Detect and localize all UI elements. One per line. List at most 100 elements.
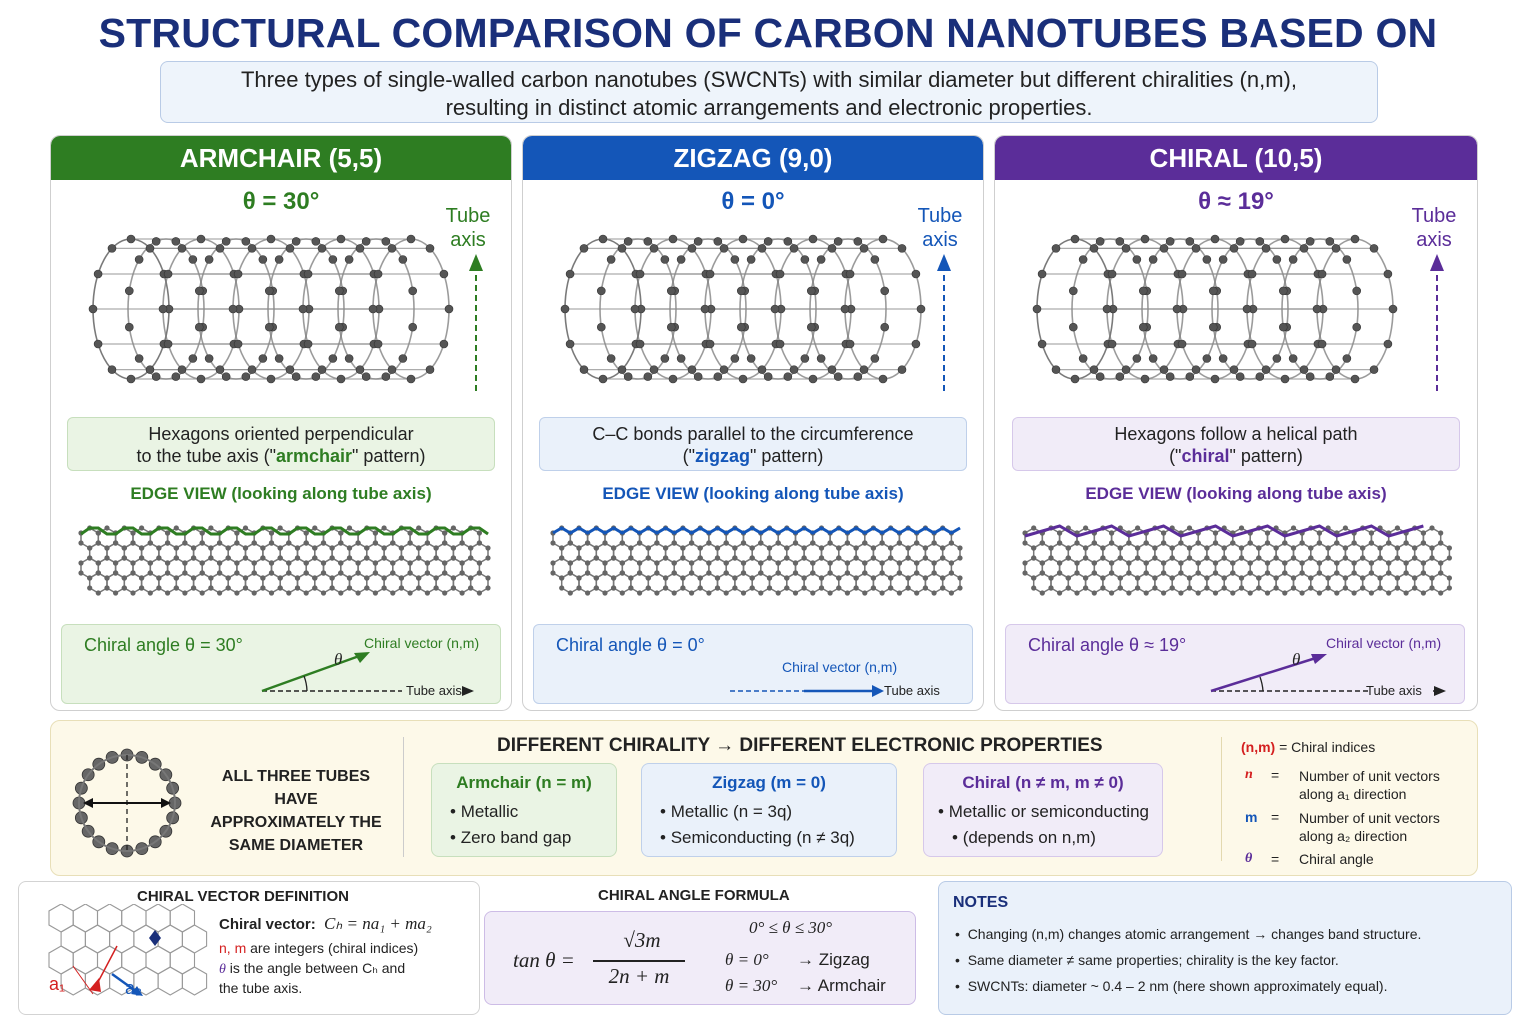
carbon-atom: [171, 372, 181, 381]
carbon-atom: [775, 269, 785, 279]
carbon-atom: [1261, 365, 1271, 374]
carbon-atom: [916, 304, 926, 314]
carbon-atom: [719, 244, 729, 253]
note-item: • Changing (n,m) changes atomic arrangem…: [955, 926, 1422, 942]
carbon-atom: [1218, 354, 1228, 363]
tube-axis-label: Tube axis: [1366, 683, 1422, 698]
subtitle-box: Three types of single-walled carbon nano…: [160, 61, 1378, 123]
cv-text: are integers (chiral indices): [246, 940, 419, 956]
carbon-atom: [598, 234, 608, 244]
carbon-atom: [1185, 372, 1195, 381]
carbon-atom: [635, 339, 645, 349]
fraction-bar: [593, 960, 685, 962]
carbon-atom: [171, 237, 181, 246]
properties-section: ALL THREE TUBES HAVE APPROXIMATELY THE S…: [50, 720, 1478, 876]
carbon-atom: [833, 372, 843, 381]
axis-label-line1: Tube: [917, 205, 963, 227]
carbon-atom: [1247, 269, 1257, 279]
carbon-atom: [630, 304, 640, 314]
carbon-atom: [668, 374, 678, 384]
carbon-atom: [827, 365, 837, 374]
legend-divider: [1221, 737, 1222, 861]
carbon-atom: [596, 322, 606, 332]
carbon-atom: [1115, 372, 1125, 381]
carbon-atom: [606, 354, 616, 363]
carbon-atom: [1317, 339, 1327, 349]
carbon-atom: [266, 234, 276, 244]
zigzag-tube-axis-arrow: [937, 254, 951, 391]
carbon-atom: [1037, 339, 1047, 349]
carbon-atom: [158, 304, 168, 314]
carbon-atom: [163, 269, 173, 279]
a1-label: a₁: [49, 974, 66, 994]
carbon-atom: [88, 304, 98, 314]
carbon-atom: [1299, 244, 1309, 253]
notes-box: NOTES • Changing (n,m) changes atomic ar…: [938, 881, 1512, 1015]
carbon-atom: [693, 237, 703, 246]
carbon-atom: [1342, 255, 1352, 264]
carbon-atom: [1312, 304, 1322, 314]
divider: [403, 737, 404, 857]
carbon-atom: [1107, 339, 1117, 349]
carbon-atom: [700, 304, 710, 314]
carbon-atom: [1185, 237, 1195, 246]
zigzag-edge-view-title: EDGE VIEW (looking along tube axis): [602, 484, 904, 503]
carbon-atom: [1305, 372, 1315, 381]
carbon-atom: [1132, 255, 1142, 264]
carbon-atom: [381, 237, 391, 246]
formula-numerator: √3m: [623, 928, 661, 952]
legend-n-desc: Number of unit vectors along a₁ direction: [1299, 767, 1440, 803]
carbon-atom: [859, 365, 869, 374]
carbon-atom: [1288, 354, 1298, 363]
carbon-atom: [387, 365, 397, 374]
carbon-atom: [381, 372, 391, 381]
chiral-angle-label: Chiral angle θ ≈ 19°: [1028, 635, 1187, 655]
carbon-atom: [853, 372, 863, 381]
cv-formula-line: Chiral vector: Cₕ = na₁ + ma₂: [219, 914, 432, 934]
a2-label: a₂: [125, 978, 142, 998]
prop-title: Chiral (n ≠ m, m ≠ 0): [962, 773, 1124, 792]
carbon-atom: [221, 237, 231, 246]
legend-eq: =: [1271, 809, 1280, 825]
carbon-atom: [1068, 286, 1078, 296]
note-text: Same diameter ≠ same properties; chirali…: [967, 952, 1339, 968]
carbon-atom: [408, 286, 418, 296]
cv-line4: the tube axis.: [219, 980, 303, 996]
carbon-atom: [1089, 365, 1099, 374]
carbon-atom: [713, 372, 723, 381]
carbon-atom: [93, 339, 103, 349]
carbon-atom: [1288, 255, 1298, 264]
carbon-atom: [579, 365, 589, 374]
carbon-atom: [1068, 322, 1078, 332]
legend-desc: = Chiral indices: [1279, 739, 1376, 755]
carbon-atom: [1331, 244, 1341, 253]
carbon-atom: [1159, 244, 1169, 253]
cv-nm-key: n, m: [219, 940, 247, 956]
diameter-line1: ALL THREE TUBES HAVE: [221, 768, 371, 808]
carbon-atom: [373, 269, 383, 279]
carbon-atom: [623, 372, 633, 381]
carbon-atom: [1202, 354, 1212, 363]
zigzag-chiral-box: Chiral angle θ = 0° Chiral vector (n,m) …: [533, 624, 973, 704]
armchair-chiral-box: Chiral angle θ = 30° Chiral vector (n,m)…: [61, 624, 501, 704]
carbon-atom: [344, 354, 354, 363]
legend-desc: Number of unit vectors: [1299, 810, 1440, 826]
zigzag-header: ZIGZAG (9,0): [523, 136, 983, 180]
carbon-atom: [291, 237, 301, 246]
legend-n-key: n: [1245, 767, 1253, 782]
carbon-atom: [643, 372, 653, 381]
carbon-atom: [897, 244, 907, 253]
carbon-atom: [1210, 374, 1220, 384]
carbon-atom: [1229, 244, 1239, 253]
axis-label-line2: axis: [922, 229, 958, 251]
carbon-atom: [763, 237, 773, 246]
carbon-atom: [897, 365, 907, 374]
legend-desc: Chiral angle: [1299, 851, 1374, 867]
chiral-vector-label: Chiral vector (n,m): [364, 635, 480, 651]
legend-desc: Number of unit vectors: [1299, 768, 1440, 784]
carbon-atom: [649, 365, 659, 374]
note-item: • SWCNTs: diameter ~ 0.4 – 2 nm (here sh…: [955, 978, 1388, 994]
carbon-atom: [1172, 304, 1182, 314]
legend-m-desc: Number of unit vectors along a₂ direction: [1299, 809, 1440, 845]
carbon-atom: [444, 304, 454, 314]
